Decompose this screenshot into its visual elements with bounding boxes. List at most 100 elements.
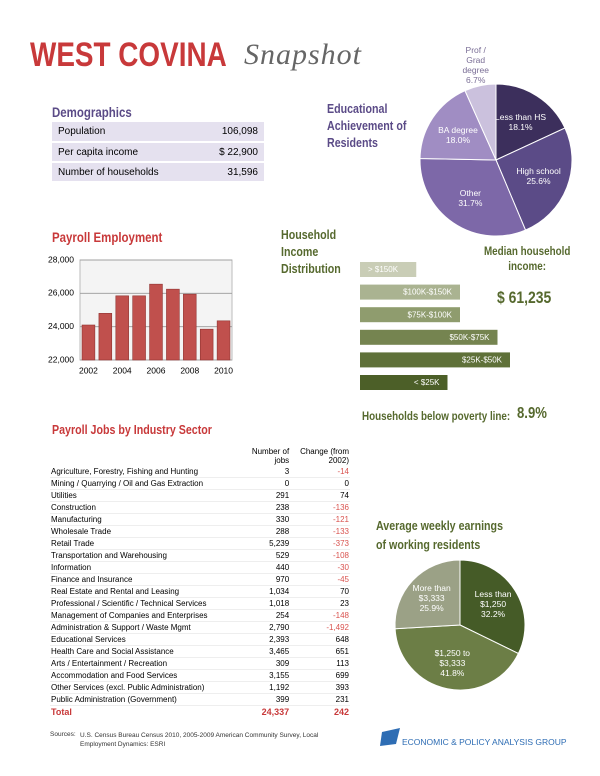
change: -30 (337, 563, 349, 573)
demo-row: Population 106,098 (52, 122, 264, 142)
industry-row: Retail Trade 5,239 -373 (50, 538, 350, 550)
industry-row: Health Care and Social Assistance 3,465 65… (50, 646, 350, 658)
bar (149, 283, 163, 361)
slice-name: BA degree (438, 124, 478, 135)
pie-slice (459, 559, 526, 655)
title: WEST COVINA (30, 36, 227, 74)
jobs: 254 (275, 611, 290, 621)
change: -148 (332, 611, 349, 621)
pie-label: $1,250 to $3,333 41.8% (423, 648, 481, 678)
bar (115, 295, 129, 361)
bar (166, 288, 180, 361)
sector: Public Administration (Government) (51, 695, 177, 705)
sector: Professional / Scientific / Technical Se… (51, 599, 207, 609)
median-label: Median household income: (483, 244, 571, 273)
bar (216, 320, 231, 361)
y-tick-label: 24,000 (48, 321, 74, 331)
jobs: 0 (284, 479, 290, 489)
median-value: $ 61,235 (497, 288, 552, 307)
change: -373 (332, 539, 349, 549)
industry-wrap: Number of jobs Change (from 2002) Agricult… (50, 440, 350, 718)
demo-row: Number of households 31,596 (52, 162, 264, 182)
footer-org: ECONOMIC & POLICY ANALYSIS GROUP (402, 737, 567, 747)
change: 648 (335, 635, 349, 645)
hbar (360, 329, 498, 345)
slice-value: 18.1% (508, 121, 533, 132)
industry-row: Manufacturing 330 -121 (50, 514, 350, 526)
y-tick-label: 26,000 (48, 288, 74, 298)
jobs: 238 (275, 503, 290, 513)
pie-slice (419, 157, 527, 237)
change: 113 (336, 659, 349, 669)
hbar (360, 352, 510, 368)
jobs: 288 (275, 527, 290, 537)
hbar (360, 307, 460, 323)
jobs: 399 (275, 695, 290, 705)
jobs: 1,018 (269, 599, 290, 609)
poverty-label: Households below poverty line: (362, 409, 511, 423)
slice-name: More than $3,333 (412, 583, 451, 604)
demographics-table: Population 106,098 Per capita income $ 22,9… (52, 122, 264, 183)
slice-value: 6.7% (466, 74, 486, 85)
industry-row: Accommodation and Food Services 3,155 699 (50, 670, 350, 682)
bar (183, 293, 197, 361)
slice-value: 41.8% (440, 668, 465, 679)
sector: Educational Services (51, 635, 126, 645)
slice-value: 31.7% (458, 197, 483, 208)
bar (132, 295, 146, 361)
hbar-label: > $150K (368, 265, 399, 274)
industry-row: Administration & Support / Waste Mgmt 2,7… (50, 622, 350, 634)
change: 699 (335, 671, 349, 681)
jobs: 24,337 (261, 707, 290, 718)
slice-name: $1,250 to $3,333 (434, 648, 471, 669)
change: 74 (340, 491, 349, 501)
jobs-header: Number of jobs (251, 447, 290, 465)
jobs: 3,155 (269, 671, 290, 681)
jobs: 330 (275, 515, 290, 525)
slice-name: Other (459, 187, 482, 198)
sector: Administration & Support / Waste Mgmt (51, 623, 191, 633)
industry-row: Finance and Insurance 970 -45 (50, 574, 350, 586)
pie-label: More than $3,333 25.9% (403, 583, 461, 613)
sources-label: Sources: (50, 731, 76, 738)
demo-value: $ 22,900 (219, 146, 258, 158)
header-spacer (50, 440, 237, 466)
bar (81, 324, 96, 361)
sources-text: U.S. Census Bureau Census 2010, 2005-200… (80, 732, 319, 748)
demo-label: Population (58, 126, 106, 137)
jobs: 529 (275, 551, 290, 561)
change: -45 (337, 575, 349, 585)
sector: Arts / Entertainment / Recreation (51, 659, 168, 669)
jobs: 291 (275, 491, 290, 501)
industry-row: Professional / Scientific / Technical Se… (50, 598, 350, 610)
industry-row: Construction 238 -136 (50, 502, 350, 514)
pie-label: Other 31.7% (441, 188, 499, 208)
jobs: 5,239 (269, 539, 290, 549)
sector: Management of Companies and Enterprises (51, 611, 208, 621)
industry-row: Information 440 -30 (50, 562, 350, 574)
y-tick-label: 28,000 (48, 254, 74, 264)
jobs: 3 (284, 467, 290, 477)
slice-value: 25.6% (526, 176, 551, 187)
logo (380, 728, 400, 746)
slice-value: 18.0% (445, 134, 471, 145)
sector: Transportation and Warehousing (51, 551, 167, 561)
jobs: 1,034 (269, 587, 290, 597)
sector: Information (51, 563, 92, 573)
industry-header: Number of jobs Change (from 2002) (50, 440, 350, 466)
change: -133 (332, 527, 349, 537)
demo-label: Per capita income (58, 146, 139, 158)
pie-slice (495, 83, 566, 161)
y-tick-label: 22,000 (48, 354, 74, 364)
demographics-table-wrap: Population 106,098 Per capita income $ 22,9… (52, 122, 264, 193)
change: -121 (332, 515, 349, 525)
sector: Total (51, 707, 72, 718)
hbar (360, 262, 417, 277)
sector: Agriculture, Forestry, Fishing and Hunti… (51, 467, 199, 477)
demo-value: 106,098 (221, 126, 258, 137)
hbar (360, 375, 448, 390)
x-tick-label: 2008 (180, 365, 199, 375)
change: 393 (335, 683, 349, 693)
sector: Finance and Insurance (51, 575, 133, 585)
